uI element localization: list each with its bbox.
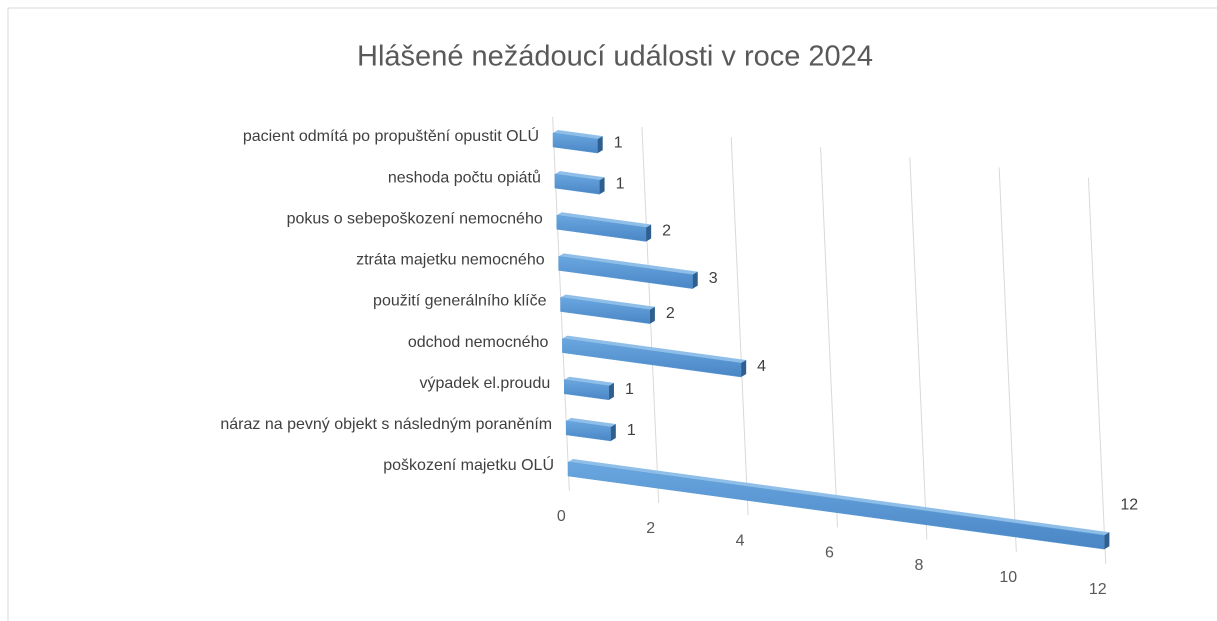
bar-top [560,294,655,310]
bar-end [646,224,652,242]
bar-end [597,136,603,154]
category-label: odchod nemocného [408,334,549,351]
bar-top [556,212,652,228]
category-label: náraz na pevný objekt s následným poraně… [220,416,552,433]
bar-end [649,306,655,324]
grid-line [730,137,749,516]
grid-line [909,157,928,540]
data-label: 1 [616,175,625,192]
bar-top [558,253,698,275]
category-label: ztráta majetku nemocného [356,252,545,269]
data-label: 2 [662,223,671,240]
bar-top [566,417,616,427]
bar-end [599,177,605,195]
data-label: 4 [757,358,766,375]
data-label: 12 [1120,496,1138,513]
x-tick-label: 0 [557,508,566,525]
grid-line [1087,177,1107,565]
bar-top [553,130,603,140]
data-label: 2 [666,305,675,322]
category-label: výpadek el.proudu [419,375,550,392]
x-tick-label: 2 [646,520,655,537]
category-label: neshoda počtu opiátů [388,168,541,186]
bar-top [564,376,614,386]
chart-frame [7,7,1217,621]
category-label: pacient odmítá po propuštění opustit OLÚ [243,126,539,145]
bar-end [1104,532,1110,550]
x-tick-label: 4 [736,532,745,549]
data-label: 1 [627,422,636,439]
bar-end [610,423,616,441]
bar-end [608,382,614,400]
data-label: 1 [614,134,623,151]
x-tick-label: 10 [999,569,1017,586]
bar-top [554,171,605,181]
x-tick-label: 8 [914,557,923,574]
data-label: 3 [709,270,718,287]
category-label: poškození majetku OLÚ [383,455,554,474]
x-tick-label: 6 [825,545,834,562]
grid-line [998,167,1017,552]
chart-title: Hlášené nežádoucí události v roce 2024 [357,41,873,73]
bar-top [562,335,747,364]
category-label: použití generálního klíče [373,293,547,310]
bar-end [692,271,698,289]
grid-line [820,147,839,528]
bar-end [741,360,747,378]
x-tick-label: 12 [1089,581,1107,598]
category-label: pokus o sebepoškození nemocného [287,210,543,227]
bar-top [568,459,1110,536]
data-label: 1 [625,381,634,398]
